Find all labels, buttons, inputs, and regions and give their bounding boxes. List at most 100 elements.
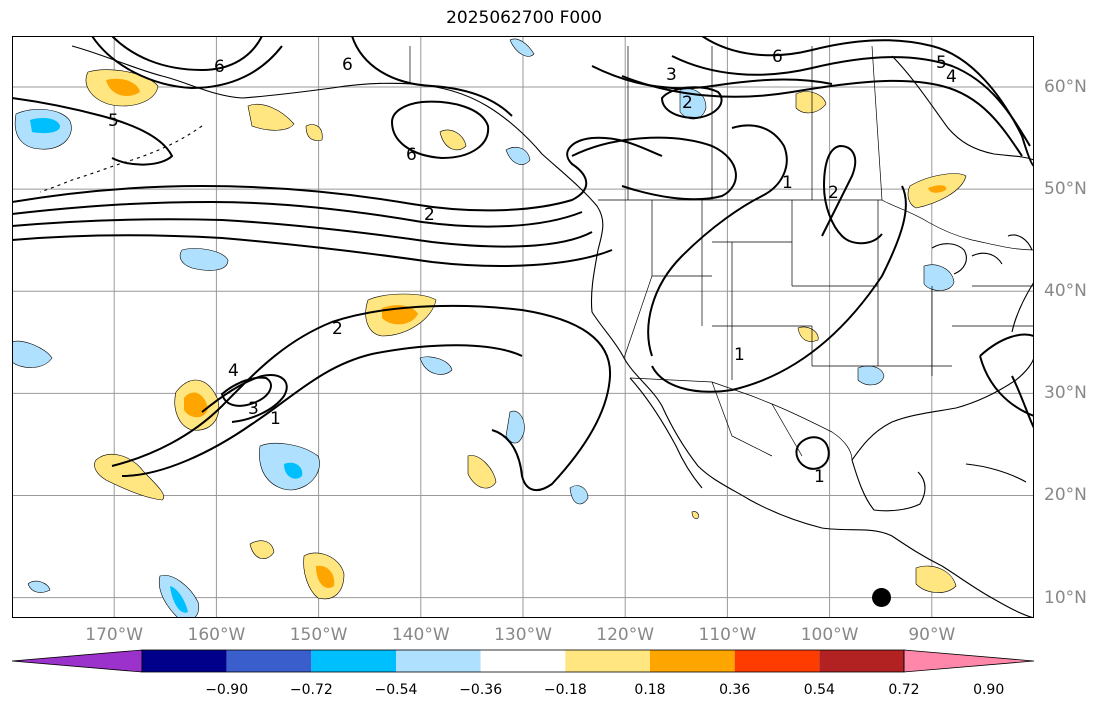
longitude-label: 160°W [187, 625, 246, 645]
contour-label: 6 [406, 145, 417, 165]
pos-blob [915, 565, 957, 593]
colorbar-swatch [650, 650, 735, 672]
neg-blob [923, 264, 955, 291]
gridlines [12, 36, 1034, 618]
contour-1-east [979, 333, 1034, 417]
pos-blob [797, 326, 819, 342]
colorbar-tick-label: −0.72 [289, 682, 333, 698]
colorbar-tick-label: −0.90 [205, 682, 249, 698]
neg-core [284, 462, 303, 479]
colorbar-swatch [311, 650, 396, 672]
pos-core [928, 185, 947, 193]
neg-blob [179, 248, 229, 271]
longitude-label: 140°W [391, 625, 450, 645]
pos-blob [249, 540, 275, 559]
atlantic-coast [1011, 281, 1034, 333]
pos-blob [467, 455, 497, 489]
contour-label: 3 [248, 399, 259, 419]
contour-4-south [220, 376, 272, 407]
baja [629, 377, 703, 489]
contour-4-northeast [621, 75, 1023, 157]
canada-provinces [627, 45, 883, 201]
colorbar-swatch [480, 650, 566, 672]
latitude-label: 50°N [1044, 179, 1087, 200]
state-lines [623, 200, 1034, 380]
contour-label: 6 [214, 57, 225, 77]
contour-6-north [351, 36, 513, 117]
contour-label: 6 [342, 55, 353, 75]
yucatan [851, 459, 926, 512]
contour-label: 2 [682, 93, 693, 113]
colorbar-swatch [734, 650, 820, 672]
hudson-bay [891, 55, 1034, 161]
contour-label: 2 [828, 183, 839, 203]
colorbar-tick-label: −0.36 [459, 682, 503, 698]
pos-blob [247, 104, 295, 131]
contour-6-west [12, 97, 174, 166]
contour-2-central [821, 144, 883, 245]
longitude-label: 90°W [908, 625, 956, 645]
colorbar-tick-label: 0.90 [973, 682, 1005, 698]
contour-label: 2 [424, 205, 435, 225]
longitude-label: 170°W [85, 625, 144, 645]
colorbar-tick-label: 0.18 [634, 682, 666, 698]
contour-5-west [12, 234, 613, 267]
colorbar-tick-label: −0.54 [374, 682, 418, 698]
contour-label: 2 [332, 319, 343, 339]
neg-core [30, 118, 60, 134]
coastlines [39, 45, 1034, 618]
neg-blob [419, 356, 453, 375]
latitude-label: 10°N [1044, 587, 1087, 608]
neg-blob [505, 147, 531, 165]
neg-blob [505, 410, 525, 444]
longitude-label: 150°W [289, 625, 348, 645]
colorbar-frame [141, 649, 905, 673]
colorbar-swatch [226, 650, 312, 672]
weather-map: 6 6 6 6 5 5 4 4 3 3 2 2 2 2 1 1 1 1 [12, 36, 1034, 618]
longitude-label: 100°W [800, 625, 859, 645]
contour-lines [12, 36, 1034, 492]
colorbar-swatch [565, 650, 650, 672]
contour-6-gulf [390, 100, 490, 160]
gulf-coast [851, 355, 1034, 461]
pos-blob [305, 124, 323, 141]
contour-1-usa [651, 185, 907, 393]
colorbar-swatch [396, 650, 481, 672]
contour-1-mexico [795, 436, 830, 470]
us-mexico-border [629, 377, 853, 461]
contour-3-northeast [591, 65, 833, 90]
west-coast [590, 249, 943, 567]
neg-blob [857, 365, 885, 386]
longitude-label: 120°W [596, 625, 655, 645]
longitude-label: 130°W [494, 625, 552, 645]
contour-1-south [121, 344, 523, 477]
contour-label-group: 6 6 6 6 5 5 4 4 3 3 2 2 2 2 1 1 1 1 [108, 47, 957, 487]
contour-2-south [111, 304, 612, 492]
contour-label: 1 [270, 409, 281, 429]
contour-3-west [12, 200, 583, 228]
neg-core [170, 586, 188, 613]
aleutians [39, 125, 203, 193]
alaska-coast [71, 45, 604, 251]
colorbar-swatch [819, 650, 904, 672]
latitude-label: 20°N [1044, 485, 1087, 506]
contour-label: 4 [228, 361, 239, 381]
location-marker [872, 588, 891, 607]
colorbar-extend-high [903, 649, 1035, 673]
contour-2-ring [660, 86, 723, 120]
pos-blob [691, 511, 699, 519]
neg-blob [27, 580, 51, 593]
contour-1-east-curve [647, 124, 788, 357]
colorbar [11, 649, 1035, 673]
contour-label: 5 [936, 53, 947, 73]
contour-label: 3 [666, 65, 677, 85]
latitude-label: 30°N [1044, 383, 1087, 404]
contour-label: 1 [814, 467, 825, 487]
colorbar-tick-label: 0.72 [888, 682, 920, 698]
colorbar-extend-low [11, 649, 143, 673]
longitude-label: 110°W [698, 625, 757, 645]
colorbar-tick-label: 0.36 [719, 682, 751, 698]
shaded-anomalies [12, 38, 967, 618]
great-lakes [931, 234, 1033, 275]
contour-label: 5 [108, 111, 119, 131]
